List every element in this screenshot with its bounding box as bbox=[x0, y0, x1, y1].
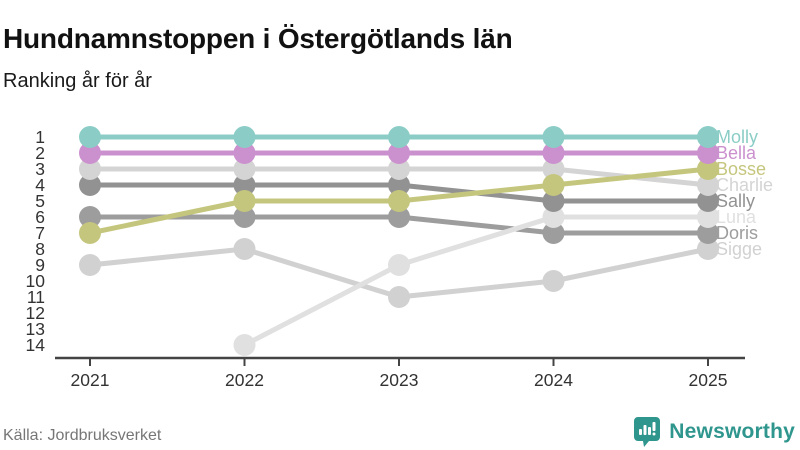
x-tick-label: 2025 bbox=[689, 370, 728, 390]
data-point bbox=[697, 222, 719, 244]
data-point bbox=[697, 142, 719, 164]
y-tick-label: 9 bbox=[35, 255, 45, 275]
newsworthy-wordmark: Newsworthy bbox=[669, 420, 795, 443]
data-point bbox=[388, 254, 410, 276]
x-tick-label: 2021 bbox=[71, 370, 110, 390]
data-point bbox=[79, 174, 101, 196]
data-point bbox=[79, 222, 101, 244]
y-tick-label: 8 bbox=[35, 239, 45, 259]
series-line-sigge bbox=[79, 238, 719, 308]
y-tick-label: 6 bbox=[35, 207, 45, 227]
x-tick-label: 2024 bbox=[534, 370, 573, 390]
data-point bbox=[542, 270, 565, 292]
data-point bbox=[388, 142, 410, 164]
series-line-bosse bbox=[79, 158, 719, 244]
data-point bbox=[388, 158, 410, 180]
data-point bbox=[233, 206, 256, 228]
y-tick-label: 10 bbox=[26, 271, 46, 291]
data-point bbox=[697, 174, 719, 196]
data-point bbox=[79, 206, 101, 228]
y-tick-label: 3 bbox=[35, 159, 45, 179]
x-tick-label: 2022 bbox=[225, 370, 264, 390]
y-tick-label: 13 bbox=[26, 319, 45, 339]
data-point bbox=[542, 174, 565, 196]
data-point bbox=[388, 286, 410, 308]
data-point bbox=[542, 126, 565, 148]
data-point bbox=[388, 190, 410, 212]
data-point bbox=[79, 254, 101, 276]
data-point bbox=[697, 158, 719, 180]
data-point bbox=[697, 190, 719, 212]
data-point bbox=[388, 126, 410, 148]
data-point bbox=[542, 158, 565, 180]
data-point bbox=[697, 126, 719, 148]
data-point bbox=[233, 126, 256, 148]
series-line-sally bbox=[79, 174, 719, 212]
data-point bbox=[542, 142, 565, 164]
y-tick-label: 7 bbox=[35, 223, 45, 243]
x-tick-label: 2023 bbox=[380, 370, 419, 390]
series-line-doris bbox=[79, 206, 719, 244]
y-tick-label: 4 bbox=[35, 175, 45, 195]
data-point bbox=[233, 158, 256, 180]
source-caption: Källa: Jordbruksverket bbox=[3, 427, 162, 444]
series-line-molly bbox=[79, 126, 719, 148]
page-title: Hundnamnstoppen i Östergötlands län bbox=[3, 22, 513, 54]
data-point bbox=[233, 142, 256, 164]
data-point bbox=[233, 238, 256, 260]
data-point bbox=[388, 174, 410, 196]
data-point bbox=[79, 158, 101, 180]
data-point bbox=[233, 174, 256, 196]
y-tick-label: 5 bbox=[35, 191, 45, 211]
data-point bbox=[542, 222, 565, 244]
y-tick-label: 2 bbox=[35, 143, 45, 163]
y-tick-label: 11 bbox=[27, 287, 45, 307]
data-point bbox=[388, 206, 410, 228]
series-line-bella bbox=[79, 142, 719, 164]
series-line-luna bbox=[233, 206, 719, 356]
y-tick-label: 1 bbox=[35, 127, 45, 147]
y-tick-label: 14 bbox=[26, 335, 46, 355]
data-point bbox=[233, 334, 256, 356]
data-point bbox=[697, 206, 719, 228]
data-point bbox=[697, 238, 719, 260]
series-line-charlie bbox=[79, 158, 719, 196]
data-point bbox=[542, 190, 565, 212]
y-tick-label: 12 bbox=[26, 303, 45, 323]
data-point bbox=[79, 142, 101, 164]
data-point bbox=[79, 126, 101, 148]
newsworthy-brand: Newsworthy bbox=[633, 416, 795, 448]
data-point bbox=[233, 190, 256, 212]
newsworthy-logo-icon bbox=[634, 417, 661, 447]
chart-subtitle: Ranking år för år bbox=[3, 70, 152, 92]
data-point bbox=[542, 206, 565, 228]
